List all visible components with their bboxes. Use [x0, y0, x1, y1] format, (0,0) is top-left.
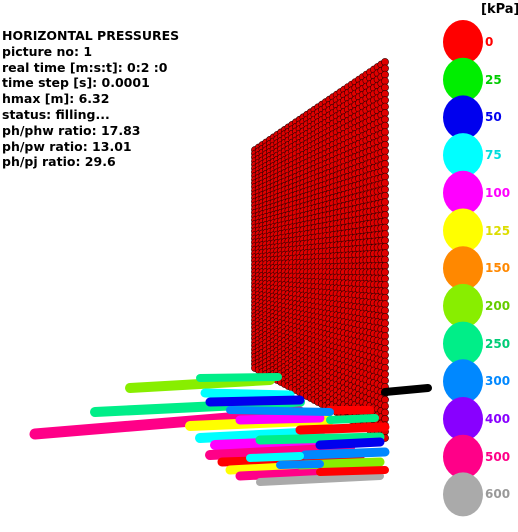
legend-label-75: 75 — [485, 148, 502, 163]
flow-particles — [29, 373, 390, 486]
legend-label-200: 200 — [485, 298, 511, 313]
info-status: status: filling... — [2, 106, 110, 122]
info-title: HORIZONTAL PRESSURES — [2, 28, 180, 43]
legend-unit: [kPa] — [481, 2, 518, 17]
legend-label-25: 25 — [485, 72, 502, 87]
info-ph-pw-ratio: ph/pw ratio: 13.01 — [2, 138, 132, 154]
legend-label-100: 100 — [485, 185, 511, 200]
silo-wall-particles — [251, 58, 389, 442]
legend-label-250: 250 — [485, 336, 511, 351]
info-time-step: time step [s]: 0.0001 — [2, 75, 150, 91]
legend-label-0: 0 — [485, 35, 494, 49]
legend-label-600: 600 — [485, 487, 511, 502]
legend-label-150: 150 — [485, 261, 511, 276]
legend-label-500: 500 — [485, 449, 511, 464]
legend-label-125: 125 — [485, 223, 511, 238]
info-ph-pj-ratio: ph/pj ratio: 29.6 — [2, 154, 116, 170]
info-real-time: real time [m:s:t]: 0:2 :0 — [2, 59, 168, 75]
info-picture-no: picture no: 1 — [2, 43, 93, 59]
legend-label-400: 400 — [485, 412, 511, 426]
legend-label-50: 50 — [485, 110, 502, 125]
simulation-info-panel: HORIZONTAL PRESSURES picture no: 1 real … — [2, 28, 179, 170]
legend-label-300: 300 — [485, 374, 511, 389]
info-ph-phw-ratio: ph/phw ratio: 17.83 — [2, 122, 141, 138]
outlet-rod — [381, 384, 432, 396]
info-hmax: hmax [m]: 6.32 — [2, 91, 110, 107]
